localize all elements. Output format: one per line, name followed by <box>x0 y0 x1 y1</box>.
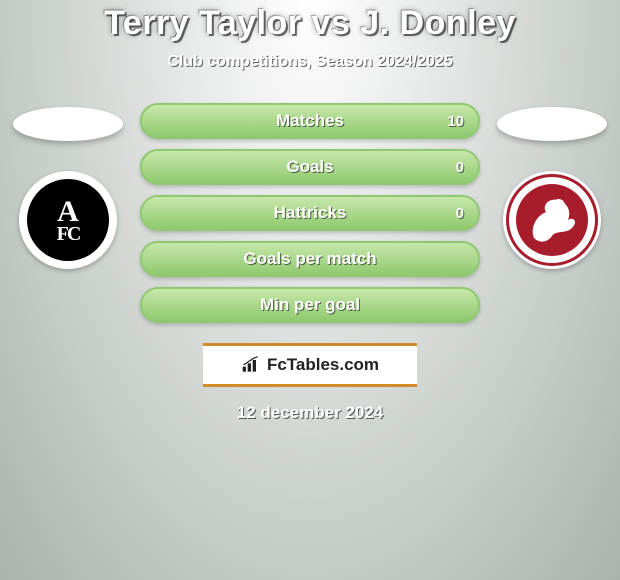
page-title: Terry Taylor vs J. Donley <box>104 4 516 43</box>
stat-label: Matches <box>276 111 344 131</box>
brand-watermark: FcTables.com <box>203 343 417 387</box>
stat-right-value: 0 <box>456 159 464 176</box>
stats-list: Matches 10 Goals 0 Hattricks 0 Goals per… <box>140 99 480 323</box>
left-club-logo: AFC <box>19 171 117 269</box>
stat-bar-hattricks: Hattricks 0 <box>140 195 480 231</box>
stat-label: Min per goal <box>260 295 360 315</box>
stat-label: Goals <box>286 157 333 177</box>
right-country-flag <box>497 107 607 141</box>
stat-label: Goals per match <box>243 249 376 269</box>
subtitle: Club competitions, Season 2024/2025 <box>167 53 452 71</box>
brand-text: FcTables.com <box>267 355 379 375</box>
stat-bar-goals: Goals 0 <box>140 149 480 185</box>
right-club-logo <box>503 171 601 269</box>
left-club-monogram: AFC <box>57 198 80 243</box>
content-row: AFC Matches 10 Goals 0 Hattricks 0 <box>0 99 620 323</box>
stat-right-value: 0 <box>456 205 464 222</box>
chart-icon <box>241 356 261 374</box>
right-club-column <box>492 99 612 269</box>
stat-bar-goals-per-match: Goals per match <box>140 241 480 277</box>
stat-label: Hattricks <box>274 203 347 223</box>
wyvern-icon <box>522 190 582 250</box>
stat-bar-min-per-goal: Min per goal <box>140 287 480 323</box>
left-club-column: AFC <box>8 99 128 269</box>
stat-right-value: 10 <box>447 113 464 130</box>
date-text: 12 december 2024 <box>237 403 384 423</box>
left-country-flag <box>13 107 123 141</box>
stat-bar-matches: Matches 10 <box>140 103 480 139</box>
comparison-card: Terry Taylor vs J. Donley Club competiti… <box>0 0 620 580</box>
